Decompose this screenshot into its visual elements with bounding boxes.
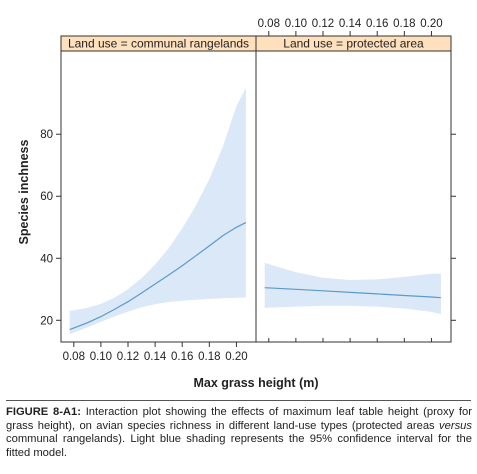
x-tick-label: 0.16 (171, 351, 193, 363)
y-tick-label: 20 (40, 315, 53, 327)
figure-caption: FIGURE 8-A1: Interaction plot showing th… (6, 406, 472, 460)
x-tick-label: 0.18 (198, 351, 220, 363)
y-tick-label: 60 (40, 191, 53, 203)
x-tick-label: 0.10 (90, 351, 112, 363)
y-tick-label: 40 (40, 253, 53, 265)
x-tick-label: 0.14 (339, 18, 362, 30)
x-tick-label: 0.12 (312, 18, 334, 30)
y-tick-label: 80 (40, 129, 53, 141)
strip-label: Land use = protected area (283, 37, 424, 51)
x-tick-label: 0.10 (285, 18, 307, 30)
fitted-line (264, 287, 441, 299)
caption-label: FIGURE 8-A1: (6, 406, 81, 418)
x-axis-title: Max grass height (m) (193, 376, 318, 390)
caption-divider (6, 400, 471, 401)
x-tick-label: 0.14 (144, 351, 167, 363)
x-tick-label: 0.16 (366, 18, 388, 30)
caption-italic-word: versus (439, 419, 472, 432)
strip-label: Land use = communal rangelands (68, 37, 249, 51)
x-tick-label: 0.20 (225, 351, 247, 363)
x-tick-label: 0.08 (63, 351, 85, 363)
x-tick-label: 0.20 (420, 18, 442, 30)
interaction-plot: Species inchness Max grass height (m) La… (17, 18, 456, 390)
caption-text-part-1: Interaction plot showing the effects of … (6, 406, 472, 432)
confidence-band (264, 262, 441, 315)
caption-text-part-2: communal rangelands). Light blue shading… (6, 433, 472, 459)
fitted-line (69, 222, 247, 331)
x-tick-label: 0.08 (258, 18, 280, 30)
x-tick-label: 0.18 (393, 18, 415, 30)
y-axis-title: Species inchness (17, 139, 31, 244)
confidence-band (69, 87, 246, 335)
panel-1: Land use = communal rangelands 0.08 0.10 0.… (40, 35, 257, 363)
x-tick-label: 0.12 (117, 351, 139, 363)
